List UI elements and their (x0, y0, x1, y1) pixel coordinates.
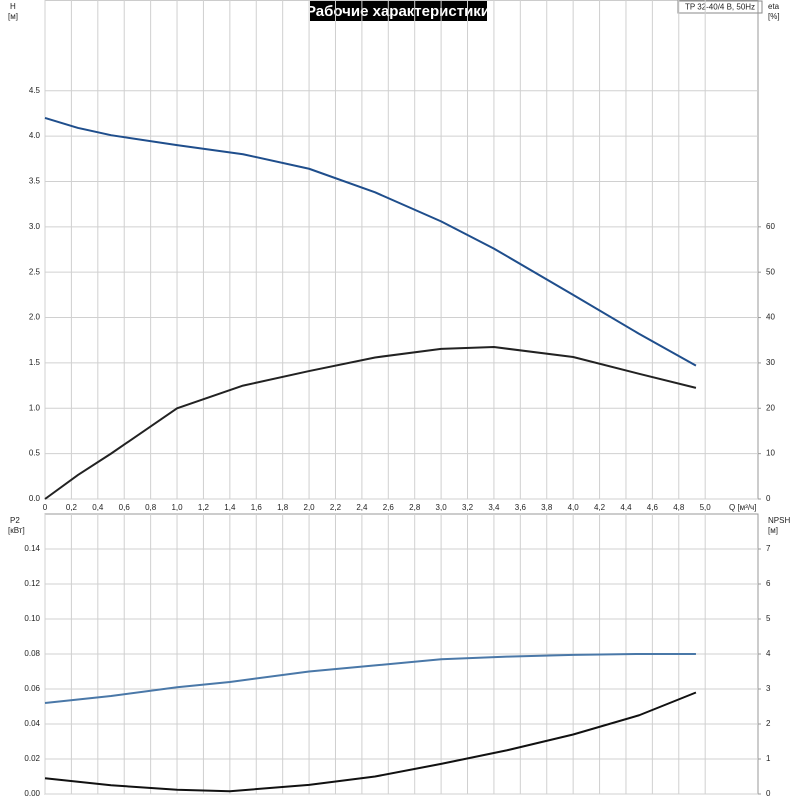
y2-tick-label: 4 (766, 649, 771, 658)
y-tick-label: 2.5 (29, 267, 41, 276)
x-tick-label: 5,0 (700, 503, 712, 512)
y-tick-label: 4.5 (29, 86, 41, 95)
curve (44, 116, 697, 367)
x-tick-label: 4,8 (673, 503, 685, 512)
x-tick-label: 4,6 (647, 503, 659, 512)
y-axis-unit: [м] (8, 12, 18, 21)
y2-tick-label: 40 (766, 313, 775, 322)
y-tick-label: 0.04 (24, 719, 40, 728)
pump-label-box (677, 0, 763, 14)
x-tick-label: 2,8 (409, 503, 421, 512)
x-tick-label: 0 (43, 503, 48, 512)
y-tick-label: 0.08 (24, 649, 40, 658)
y-tick-label: 1.0 (29, 403, 41, 412)
x-tick-label: 0,4 (92, 503, 104, 512)
x-tick-label: 1,6 (251, 503, 263, 512)
x-tick-label: 3,2 (462, 503, 474, 512)
y-tick-label: 0.10 (24, 614, 40, 623)
y-axis-unit: [кВт] (8, 526, 25, 535)
y2-tick-label: 1 (766, 754, 771, 763)
x-axis-label: Q [м³/ч] (729, 503, 756, 512)
x-tick-label: 3,4 (488, 503, 500, 512)
y2-tick-label: 50 (766, 267, 775, 276)
x-tick-label: 3,8 (541, 503, 553, 512)
y2-tick-label: 7 (766, 544, 771, 553)
y2-axis-unit: [м] (768, 526, 778, 535)
x-tick-label: 3,0 (436, 503, 448, 512)
y2-tick-label: 5 (766, 614, 771, 623)
x-tick-label: 2,0 (304, 503, 316, 512)
x-tick-label: 2,4 (356, 503, 368, 512)
y-axis-label: H (10, 2, 16, 11)
x-tick-label: 4,4 (620, 503, 632, 512)
y2-tick-label: 0 (766, 494, 771, 503)
x-tick-label: 1,0 (171, 503, 183, 512)
y-tick-label: 0.00 (24, 789, 40, 798)
y2-tick-label: 20 (766, 403, 775, 412)
y-tick-label: 0.02 (24, 754, 40, 763)
y-tick-label: 0.0 (29, 494, 41, 503)
x-tick-label: 4,2 (594, 503, 606, 512)
x-tick-label: 3,6 (515, 503, 527, 512)
y2-tick-label: 10 (766, 449, 775, 458)
curve (44, 346, 697, 500)
pump-label: TP 32-40/4 B, 50Hz (685, 3, 755, 12)
y2-tick-label: 6 (766, 579, 771, 588)
x-tick-label: 1,4 (224, 503, 236, 512)
x-tick-label: 2,2 (330, 503, 342, 512)
y2-tick-label: 60 (766, 222, 775, 231)
y-tick-label: 4.0 (29, 131, 41, 140)
title-box (310, 1, 487, 21)
y-tick-label: 1.5 (29, 358, 41, 367)
y-tick-label: 0.5 (29, 449, 41, 458)
y-tick-label: 3.5 (29, 177, 41, 186)
plot-frame (44, 0, 759, 500)
curve (44, 691, 697, 793)
x-tick-label: 1,8 (277, 503, 289, 512)
x-tick-label: 2,6 (383, 503, 395, 512)
y-tick-label: 0.06 (24, 684, 40, 693)
chart-title: Рабочие характеристики (306, 3, 490, 20)
x-tick-label: 0,8 (145, 503, 157, 512)
y-axis-label: P2 (10, 516, 20, 525)
x-tick-label: 4,0 (568, 503, 580, 512)
y2-tick-label: 30 (766, 358, 775, 367)
x-tick-label: 1,2 (198, 503, 210, 512)
y2-tick-label: 0 (766, 789, 771, 798)
y-tick-label: 0.14 (24, 544, 40, 553)
y2-tick-label: 3 (766, 684, 771, 693)
y2-axis-label: eta (768, 2, 780, 11)
y2-tick-label: 2 (766, 719, 771, 728)
y-tick-label: 0.12 (24, 579, 40, 588)
x-tick-label: 0,6 (119, 503, 131, 512)
x-tick-label: 0,2 (66, 503, 78, 512)
y2-axis-unit: [%] (768, 12, 780, 21)
y-tick-label: 2.0 (29, 313, 41, 322)
y2-axis-label: NPSH (768, 516, 790, 525)
y-tick-label: 3.0 (29, 222, 41, 231)
curve (44, 653, 696, 704)
